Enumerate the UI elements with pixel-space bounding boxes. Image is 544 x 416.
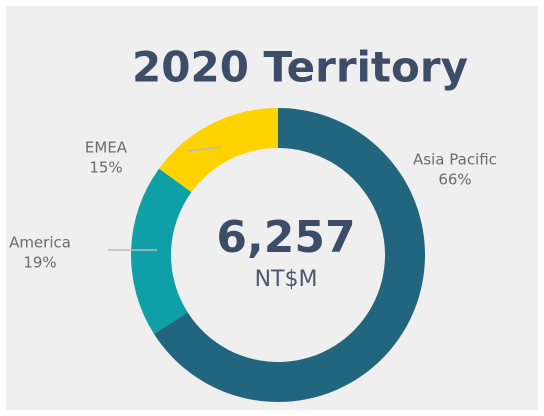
slice bbox=[153, 108, 426, 403]
slice bbox=[159, 108, 278, 193]
total-value: 6,257 bbox=[216, 212, 355, 263]
leader-line bbox=[187, 146, 223, 152]
background bbox=[6, 6, 538, 410]
slice-value-label: 15% bbox=[89, 159, 122, 177]
total-unit: NT$M bbox=[255, 267, 318, 292]
slice-label: America bbox=[9, 234, 71, 252]
slice-label: EMEA bbox=[85, 139, 128, 157]
slice-value-label: 19% bbox=[23, 254, 56, 272]
slice bbox=[131, 168, 192, 334]
slice-label: Asia Pacific bbox=[413, 151, 497, 169]
slice-value-label: 66% bbox=[438, 171, 471, 189]
chart-title: 2020 Territory bbox=[132, 43, 468, 92]
